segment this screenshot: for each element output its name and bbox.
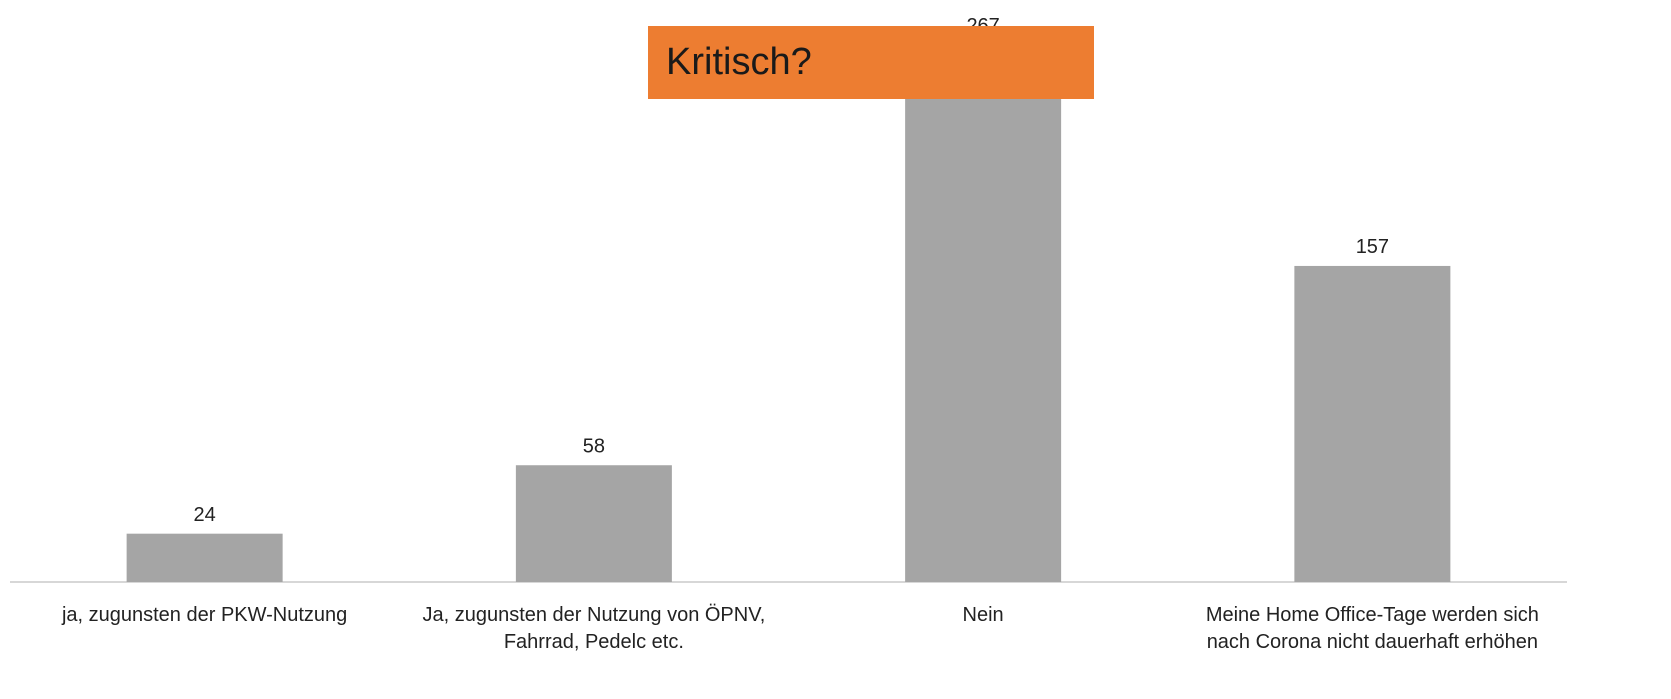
bar bbox=[1294, 265, 1451, 582]
x-tick-label: Nein bbox=[962, 604, 1004, 626]
value-label: 157 bbox=[1356, 236, 1389, 258]
value-label: 58 bbox=[583, 436, 605, 458]
x-tick-label: Meine Home Office-Tage werden sich nach … bbox=[1205, 604, 1539, 653]
x-tick-label: ja, zugunsten der PKW-Nutzung bbox=[61, 604, 348, 626]
value-label: 24 bbox=[194, 504, 216, 526]
annotation: Kritisch? bbox=[648, 26, 1094, 99]
x-tick-label: Ja, zugunsten der Nutzung von ÖPNV, Fahr… bbox=[422, 604, 766, 653]
bar bbox=[515, 465, 672, 582]
bar bbox=[126, 533, 283, 582]
bar bbox=[905, 44, 1062, 582]
